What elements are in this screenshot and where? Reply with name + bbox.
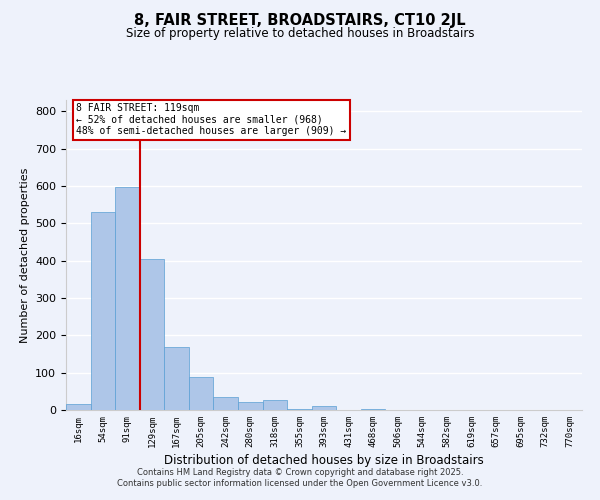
Bar xyxy=(140,260,164,410)
X-axis label: Distribution of detached houses by size in Broadstairs: Distribution of detached houses by size … xyxy=(164,454,484,467)
Y-axis label: Number of detached properties: Number of detached properties xyxy=(20,168,29,342)
Text: 8, FAIR STREET, BROADSTAIRS, CT10 2JL: 8, FAIR STREET, BROADSTAIRS, CT10 2JL xyxy=(134,12,466,28)
Bar xyxy=(115,187,140,410)
Bar xyxy=(91,212,115,410)
Bar xyxy=(189,377,214,410)
Bar xyxy=(66,404,91,410)
Bar xyxy=(263,400,287,410)
Bar xyxy=(164,348,189,410)
Bar xyxy=(214,397,238,410)
Bar xyxy=(312,406,336,410)
Text: 8 FAIR STREET: 119sqm
← 52% of detached houses are smaller (968)
48% of semi-det: 8 FAIR STREET: 119sqm ← 52% of detached … xyxy=(76,103,347,136)
Text: Size of property relative to detached houses in Broadstairs: Size of property relative to detached ho… xyxy=(126,28,474,40)
Text: Contains HM Land Registry data © Crown copyright and database right 2025.
Contai: Contains HM Land Registry data © Crown c… xyxy=(118,468,482,487)
Bar xyxy=(238,402,263,410)
